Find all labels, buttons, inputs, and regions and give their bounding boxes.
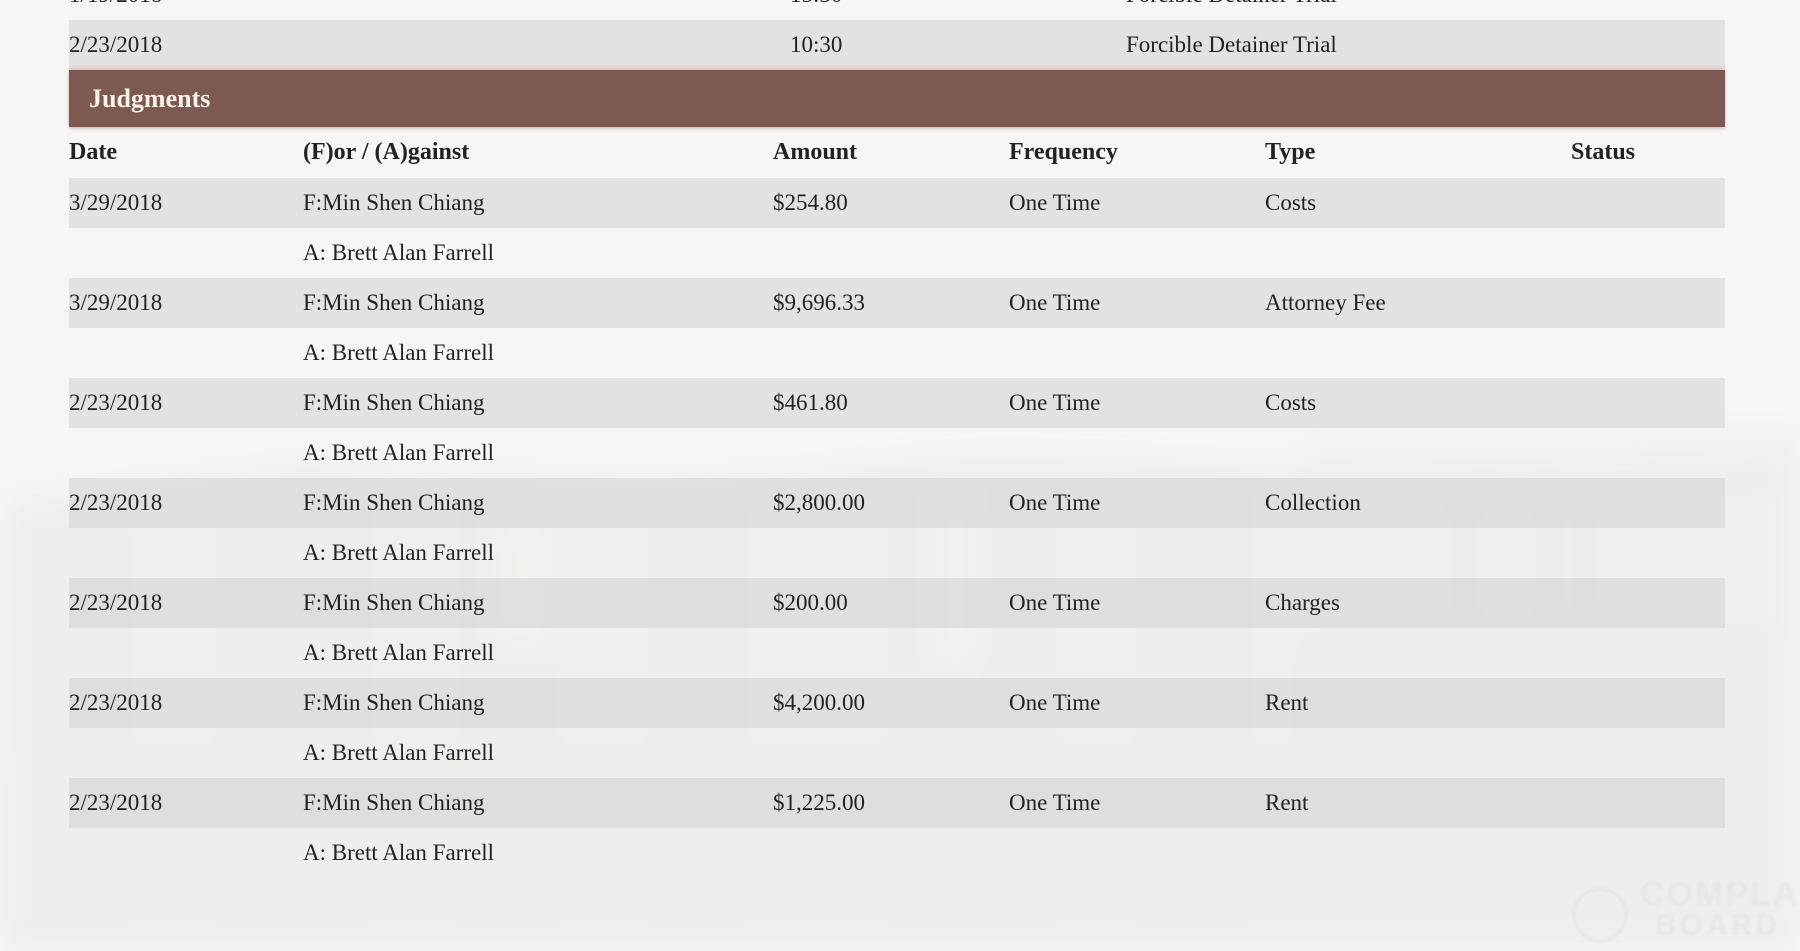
svg-text:COMPLAINTS: COMPLAINTS: [1640, 875, 1800, 913]
svg-text:BOARD: BOARD: [1655, 909, 1780, 942]
